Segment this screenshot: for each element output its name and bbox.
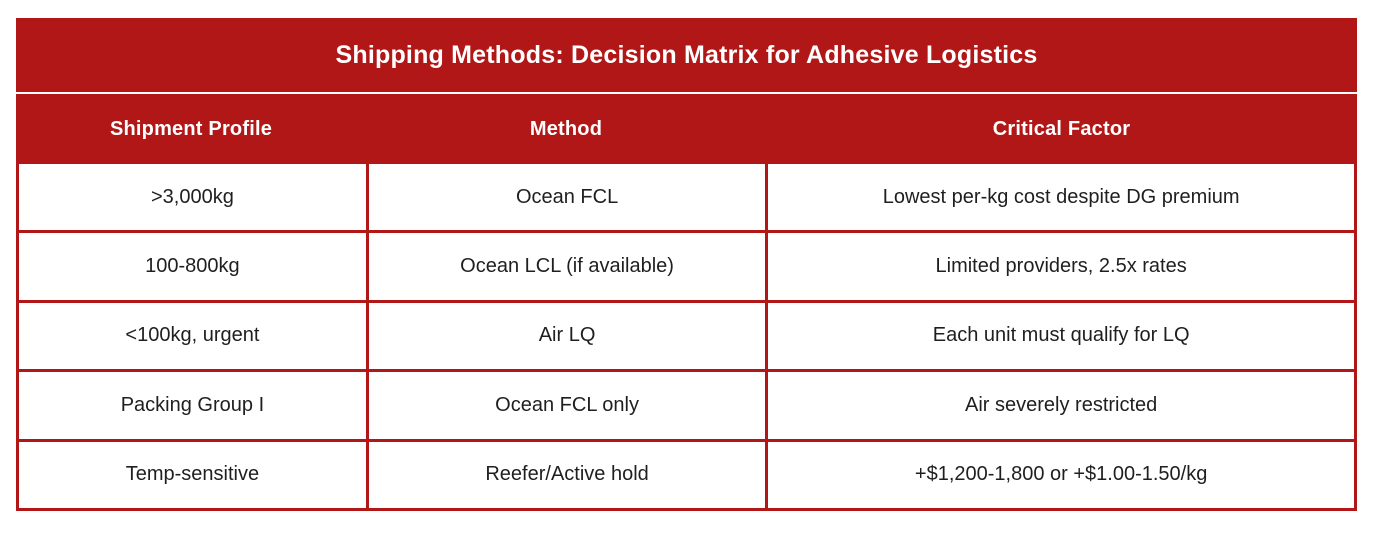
cell-shipment-profile: <100kg, urgent xyxy=(19,302,366,370)
table-header-row: Shipment Profile Method Critical Factor xyxy=(16,94,1357,164)
cell-critical-factor: Lowest per-kg cost despite DG premium xyxy=(768,164,1354,231)
column-header-method: Method xyxy=(529,117,603,140)
cell-critical-factor: Limited providers, 2.5x rates xyxy=(768,233,1354,300)
decision-matrix-table: Shipping Methods: Decision Matrix for Ad… xyxy=(16,18,1357,511)
cell-method: Reefer/Active hold xyxy=(368,441,766,508)
cell-critical-factor: Air severely restricted xyxy=(768,372,1354,439)
cell-critical-factor: +$1,200-1,800 or +$1.00-1.50/kg xyxy=(768,441,1354,508)
cell-critical-factor: Each unit must qualify for LQ xyxy=(768,302,1354,370)
cell-method: Air LQ xyxy=(368,302,766,370)
cell-shipment-profile: 100-800kg xyxy=(19,233,366,300)
cell-shipment-profile: >3,000kg xyxy=(19,164,366,231)
cell-method: Ocean FCL only xyxy=(368,372,766,439)
cell-method: Ocean FCL xyxy=(368,164,766,231)
cell-method: Ocean LCL (if available) xyxy=(368,233,766,300)
table-body: >3,000kg Ocean FCL Lowest per-kg cost de… xyxy=(16,164,1357,511)
column-header-critical-factor: Critical Factor xyxy=(992,117,1131,140)
cell-shipment-profile: Packing Group I xyxy=(19,372,366,439)
column-header-shipment-profile: Shipment Profile xyxy=(109,117,273,140)
table-title: Shipping Methods: Decision Matrix for Ad… xyxy=(16,18,1357,92)
cell-shipment-profile: Temp-sensitive xyxy=(19,441,366,508)
